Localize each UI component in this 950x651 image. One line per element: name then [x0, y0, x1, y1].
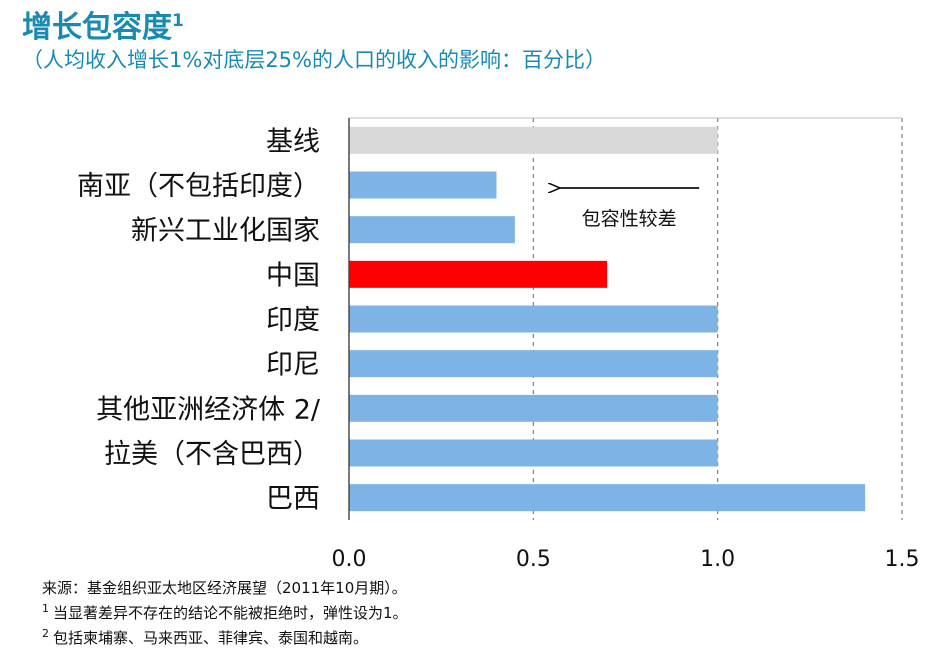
chart-title: 增长包容度1	[22, 10, 184, 45]
chart-subtitle: （人均收入增长1%对底层25%的人口的收入的影响：百分比）	[22, 48, 606, 72]
title-footnote-mark: 1	[172, 11, 184, 31]
bar-6	[349, 394, 718, 422]
category-label-0: 基线	[266, 126, 320, 157]
x-tick-label-2: 1.0	[700, 547, 735, 572]
bar-5	[349, 350, 718, 378]
x-tick-label-3: 1.5	[885, 547, 920, 572]
category-label-1: 南亚（不包括印度）	[77, 171, 320, 202]
bar-2	[349, 216, 515, 244]
category-label-7: 拉美（不含巴西）	[104, 439, 320, 470]
bar-8	[349, 484, 866, 512]
x-tick-label-0: 0.0	[332, 547, 367, 572]
footnotes: 来源：基金组织亚太地区经济展望（2011年10月期）。 1 当显著差异不存在的结论…	[42, 576, 408, 651]
bar-0	[349, 126, 718, 154]
footnote-2: 2 包括柬埔寨、马来西亚、菲律宾、泰国和越南。	[42, 627, 369, 647]
category-label-4: 印度	[266, 305, 320, 336]
bar-4	[349, 305, 718, 333]
source-note: 来源：基金组织亚太地区经济展望（2011年10月期）。	[42, 579, 407, 597]
category-label-8: 巴西	[266, 484, 320, 515]
category-label-2: 新兴工业化国家	[131, 216, 320, 247]
annotation-text: 包容性较差	[582, 208, 677, 230]
bar-3	[349, 260, 608, 288]
category-label-5: 印尼	[266, 350, 320, 381]
bar-1	[349, 171, 497, 199]
category-label-3: 中国	[266, 260, 320, 291]
x-tick-label-1: 0.5	[516, 547, 551, 572]
footnote-1: 1 当显著差异不存在的结论不能被拒绝时，弹性设为1。	[42, 602, 408, 622]
bar-7	[349, 439, 718, 467]
category-label-6: 其他亚洲经济体 2/	[96, 394, 321, 425]
